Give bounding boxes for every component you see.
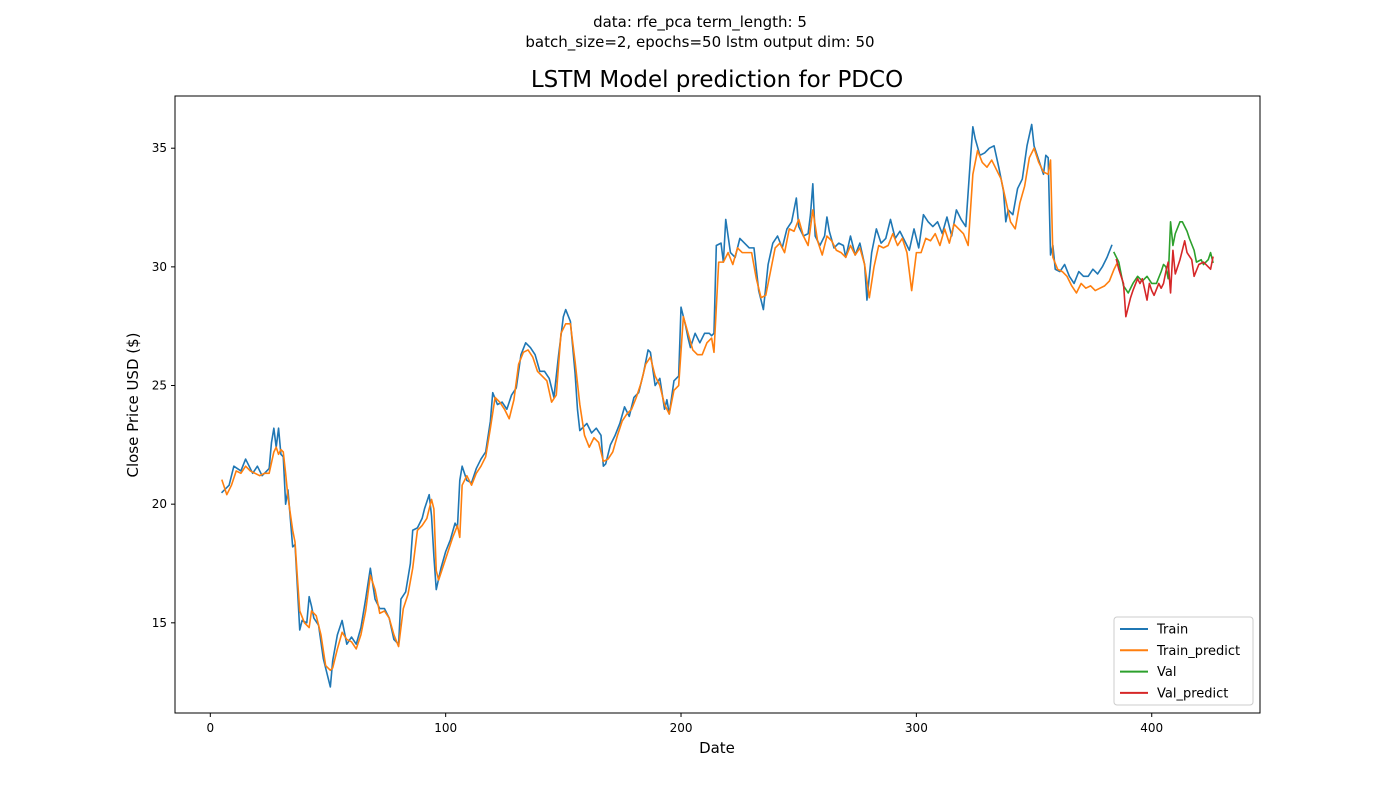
chart-title: LSTM Model prediction for PDCO [531,67,903,93]
series-line-val-predict [1115,239,1214,318]
y-tick-label: 30 [152,260,167,274]
series-line-train-predict [221,147,1118,672]
x-tick-label: 200 [670,721,693,735]
legend-box [1113,616,1254,706]
legend: Train Train_predict Val Val_predict [1113,616,1254,706]
y-tick-label: 25 [152,379,167,393]
plot-area-frame [174,95,1261,714]
legend-items: Train Train_predict Val Val_predict [1120,623,1240,701]
x-axis-ticks: 0 100 200 300 400 [206,713,1163,735]
y-axis-ticks: 15 20 25 30 35 [152,141,175,630]
y-tick-label: 15 [152,616,167,630]
series-line-train [220,123,1113,688]
x-tick-label: 0 [206,721,214,735]
x-tick-label: 400 [1140,721,1163,735]
suptitle-line-2: batch_size=2, epochs=50 lstm output dim:… [525,33,874,52]
legend-label: Train [1156,623,1188,638]
legend-label: Val_predict [1157,686,1228,701]
series-line-val [1113,220,1214,294]
y-tick-label: 20 [152,497,167,511]
series-layer [220,123,1214,688]
y-axis-label: Close Price USD ($) [124,332,142,477]
x-tick-label: 100 [434,721,457,735]
legend-label: Val [1157,665,1176,680]
y-tick-label: 35 [152,141,167,155]
suptitle-line-1: data: rfe_pca term_length: 5 [593,13,807,32]
legend-label: Train_predict [1156,644,1240,659]
x-axis-label: Date [699,739,735,757]
x-tick-label: 300 [905,721,928,735]
